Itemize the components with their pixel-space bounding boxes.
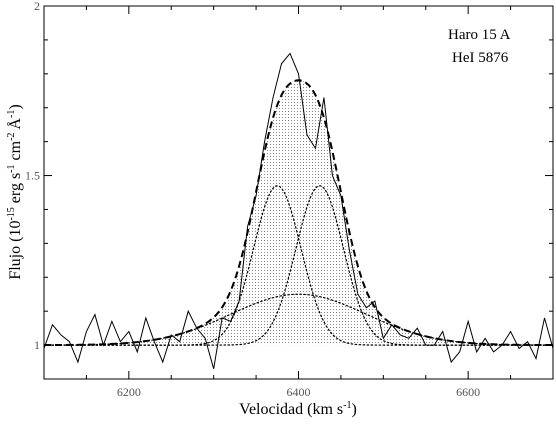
fit-area-fill	[44, 80, 553, 346]
gaussian-component-3	[44, 293, 553, 346]
axis-ticks: 6200 6400 6600 1 1.5 2	[25, 0, 554, 399]
total-fit-line	[44, 79, 553, 347]
y-tick-label: 1.5	[25, 169, 40, 183]
y-tick-label: 2	[34, 0, 40, 13]
y-axis-title: Flujo (10-15 erg s-1 cm-2Å-1)	[6, 104, 24, 279]
x-tick-label: 6400	[287, 385, 311, 399]
annotation-object: Haro 15 A	[448, 27, 511, 43]
x-tick-label: 6600	[456, 385, 480, 399]
observed-spectrum-line	[44, 52, 553, 369]
annotation-line: HeI 5876	[452, 50, 509, 66]
gaussian-component-2	[44, 185, 553, 346]
x-axis-title: Velocidad (km s-1)	[239, 400, 357, 418]
plot-area	[44, 52, 553, 369]
y-tick-label: 1	[34, 338, 40, 352]
x-tick-label: 6200	[117, 385, 141, 399]
plot-frame	[43, 5, 554, 380]
